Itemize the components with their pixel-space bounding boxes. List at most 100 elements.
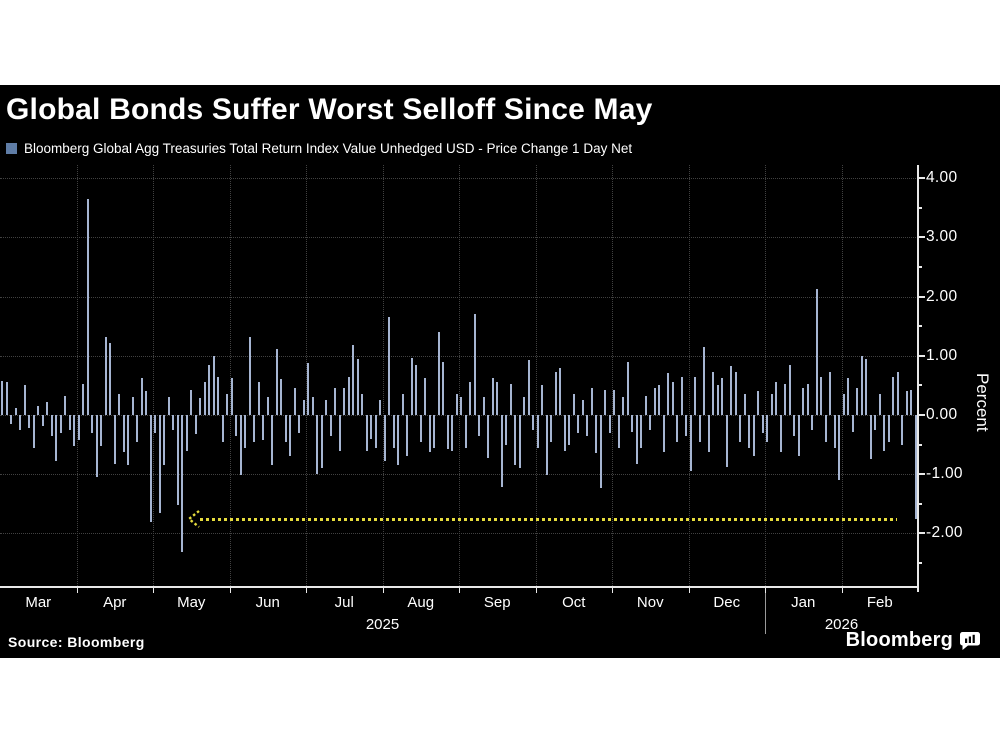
- bar: [365, 415, 368, 451]
- bar: [640, 415, 643, 448]
- bar: [433, 415, 436, 448]
- bar: [707, 415, 710, 452]
- bar: [806, 384, 809, 415]
- bar: [280, 379, 283, 415]
- bar: [500, 415, 503, 488]
- bar: [860, 355, 863, 415]
- x-axis-month-label: Nov: [636, 594, 664, 611]
- bar: [397, 415, 400, 466]
- bar: [779, 415, 782, 452]
- bar: [496, 382, 499, 415]
- bar: [392, 415, 395, 448]
- bloomberg-brand: Bloomberg: [846, 629, 980, 652]
- annotation-dotted-line: [200, 517, 897, 521]
- bar: [221, 415, 224, 442]
- bar: [370, 415, 373, 439]
- y-axis-minor-tick: [918, 443, 922, 446]
- bar: [910, 390, 913, 415]
- bar: [95, 415, 98, 478]
- bar: [185, 415, 188, 451]
- bar: [572, 394, 575, 415]
- bar: [509, 384, 512, 415]
- bar: [68, 415, 71, 430]
- gridline-vertical: [765, 165, 766, 586]
- bar: [199, 398, 202, 415]
- bar: [77, 415, 80, 440]
- x-axis-tick: [382, 586, 384, 593]
- bar: [118, 394, 121, 415]
- bar: [874, 415, 877, 430]
- bar: [82, 384, 85, 415]
- bar: [379, 400, 382, 415]
- bar: [716, 385, 719, 415]
- bar: [298, 415, 301, 433]
- bar: [244, 415, 247, 448]
- x-axis-tick: [535, 586, 537, 593]
- x-axis-tick: [229, 586, 231, 593]
- bar: [518, 415, 521, 469]
- bar: [689, 415, 692, 471]
- gridline-vertical: [229, 165, 231, 586]
- x-axis-tick: [76, 586, 78, 593]
- bar: [23, 385, 26, 415]
- bar: [892, 376, 895, 415]
- y-axis-major-tick: [918, 532, 925, 535]
- bar: [734, 372, 737, 415]
- x-axis-tick: [153, 586, 154, 593]
- bar: [824, 415, 827, 442]
- bar: [361, 394, 364, 415]
- bar: [491, 378, 494, 415]
- x-axis-tick: [612, 586, 613, 593]
- bar: [419, 415, 422, 442]
- gridline-vertical: [612, 165, 613, 586]
- y-axis-major-tick: [918, 295, 925, 298]
- bar: [415, 364, 418, 415]
- bar: [536, 415, 539, 448]
- bar: [793, 415, 796, 436]
- bloomberg-wordmark: Bloomberg: [845, 629, 953, 651]
- bar: [833, 415, 836, 448]
- bar: [446, 415, 449, 450]
- bar: [356, 358, 359, 415]
- chart-title: Global Bonds Suffer Worst Selloff Since …: [6, 93, 653, 126]
- bar: [59, 415, 62, 433]
- bar: [100, 415, 103, 446]
- bar: [194, 415, 197, 434]
- bar: [28, 415, 31, 429]
- bar: [514, 415, 517, 466]
- bar: [586, 415, 589, 436]
- y-axis-minor-tick: [918, 266, 922, 268]
- bar: [545, 415, 548, 476]
- bar: [437, 332, 440, 415]
- bar: [167, 397, 170, 415]
- x-axis-month-label: Aug: [407, 594, 435, 611]
- y-axis-line: [917, 165, 919, 592]
- bar: [293, 388, 296, 415]
- bar: [820, 376, 823, 415]
- bar: [311, 397, 314, 415]
- bar: [667, 372, 670, 415]
- year-divider-line: [765, 590, 766, 634]
- bar: [176, 415, 179, 505]
- x-axis-month-label: Oct: [562, 594, 586, 611]
- bar: [235, 415, 238, 436]
- bar: [802, 388, 805, 415]
- bar: [109, 342, 112, 415]
- bar: [104, 336, 107, 415]
- y-axis-minor-tick: [918, 502, 922, 505]
- bar: [374, 415, 377, 448]
- x-axis-month-label: Jun: [255, 594, 280, 611]
- bar: [334, 388, 337, 415]
- bar: [550, 415, 553, 442]
- bar: [685, 415, 688, 436]
- x-axis-month-label: Mar: [25, 594, 52, 611]
- bar: [140, 378, 143, 415]
- bar: [770, 394, 773, 415]
- bar: [730, 366, 733, 415]
- bar: [239, 415, 242, 476]
- bar: [829, 372, 832, 415]
- bar: [473, 314, 476, 415]
- bar: [577, 415, 580, 433]
- bar: [676, 415, 679, 442]
- bar: [622, 397, 625, 415]
